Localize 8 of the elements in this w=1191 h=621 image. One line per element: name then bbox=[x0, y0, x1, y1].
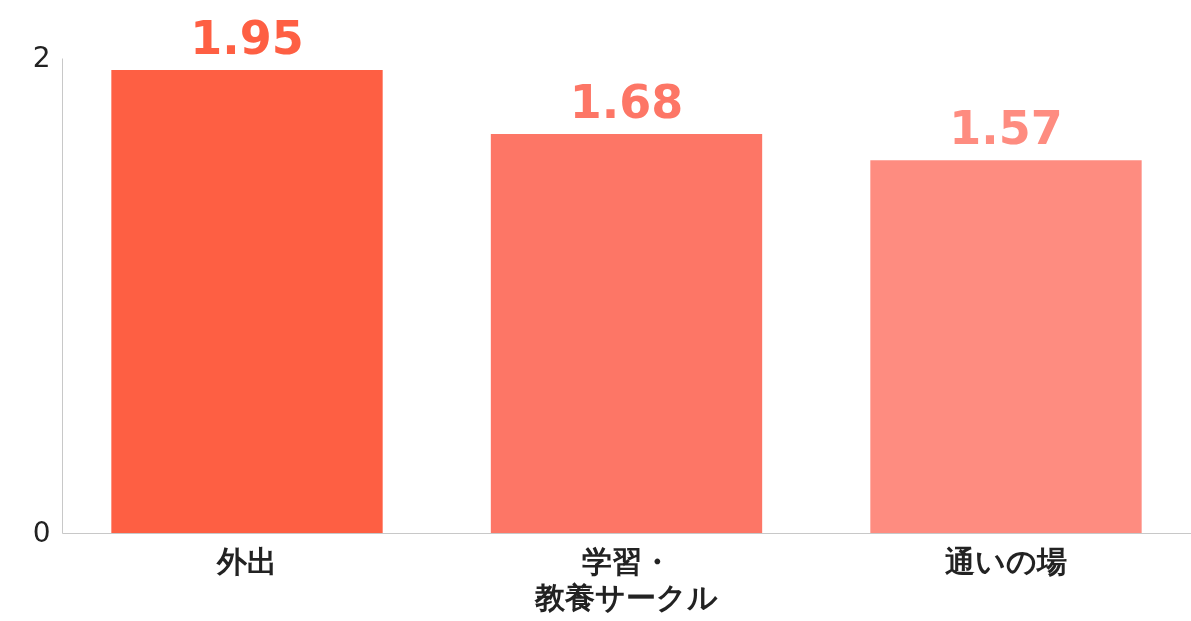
x-tick-label: 学習・教養サークル bbox=[534, 543, 718, 615]
x-tick-label: 外出 bbox=[216, 543, 277, 579]
data-label: 1.95 bbox=[190, 10, 304, 65]
y-tick-label: 0 bbox=[32, 515, 51, 549]
x-tick-label: 通いの場 bbox=[945, 543, 1067, 579]
y-tick-label: 2 bbox=[32, 40, 51, 74]
data-label: 1.68 bbox=[569, 75, 684, 129]
data-label: 1.57 bbox=[949, 101, 1063, 156]
